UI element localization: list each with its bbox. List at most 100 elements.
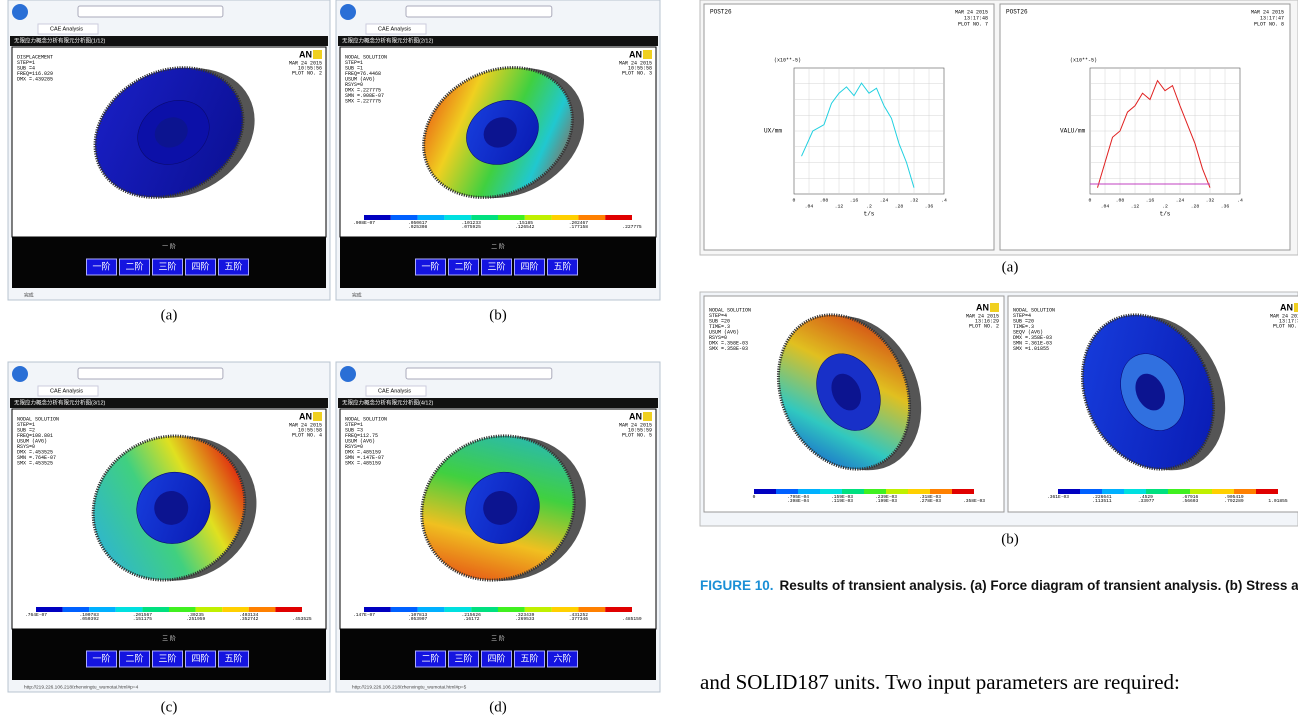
- colorbar-label: .107813: [408, 612, 428, 618]
- colorbar-swatch: [525, 607, 552, 612]
- info-line: SMX =1.01855: [1013, 346, 1049, 352]
- mode-button-label: 二阶: [454, 260, 472, 271]
- status-text: http://219.226.106.218/zhenxingtu_wumota…: [352, 684, 467, 690]
- colorbar-swatch: [196, 607, 223, 612]
- tab-title: CAE Analysis: [50, 26, 83, 32]
- colorbar-swatch: [605, 215, 632, 220]
- ansys-logo-mark: [643, 412, 652, 421]
- mode-button-label: 五阶: [520, 652, 538, 663]
- mode-button-label: 三阶: [454, 652, 472, 663]
- colorbar-label: .361E-03: [1047, 494, 1069, 500]
- address-bar: [406, 368, 552, 379]
- plot-number: PLOT NO. 7: [958, 21, 988, 27]
- mode-label: 三 阶: [162, 635, 176, 643]
- colorbar-swatch: [1102, 489, 1124, 494]
- colorbar-swatch: [498, 607, 525, 612]
- info-line: DMX =.439285: [17, 76, 53, 82]
- colorbar-swatch: [418, 607, 445, 612]
- colorbar-label: 1.01855: [1268, 498, 1288, 504]
- colorbar-swatch: [391, 215, 418, 220]
- plot-panel: [704, 4, 994, 250]
- mode-button-label: 五阶: [224, 260, 242, 271]
- colorbar-swatch: [471, 215, 498, 220]
- colorbar-label: .67916: [1182, 494, 1199, 500]
- axis-scale: (x10**-5): [774, 57, 801, 63]
- app-title: 无限应力概念分析有限元分析图(2/12): [342, 36, 434, 44]
- colorbar-label: .202467: [569, 220, 589, 226]
- mode-button-label: 二阶: [421, 652, 439, 663]
- colorbar-swatch: [820, 489, 842, 494]
- colorbar-label: .403134: [239, 612, 259, 618]
- colorbar-swatch: [525, 215, 552, 220]
- colorbar-swatch: [952, 489, 974, 494]
- subfigure-label: (d): [489, 699, 507, 715]
- caption-text: Results of transient analysis. (a) Force…: [780, 578, 1298, 593]
- x-axis-label: t/s: [864, 211, 875, 218]
- colorbar-swatch: [908, 489, 930, 494]
- colorbar-swatch: [364, 215, 391, 220]
- ansys-logo: AN: [299, 49, 312, 59]
- colorbar-swatch: [1190, 489, 1212, 494]
- y-axis-label: UX/mm: [764, 128, 782, 135]
- colorbar-swatch: [578, 215, 605, 220]
- colorbar-label: .15185: [517, 220, 534, 226]
- mode-label: 三 阶: [491, 635, 505, 643]
- colorbar-swatch: [605, 607, 632, 612]
- colorbar-label: .30235: [187, 612, 204, 618]
- colorbar-label: .100783: [80, 612, 100, 618]
- plot-number: PLOT NO. 8: [1254, 21, 1284, 27]
- plot-number: PLOT NO. 5: [622, 432, 652, 438]
- mode-button-label: 三阶: [158, 260, 176, 271]
- colorbar-label: .358E-03: [963, 498, 985, 504]
- x-tick-label: .04: [805, 203, 814, 209]
- colorbar-label: .323439: [515, 612, 535, 618]
- mode-button-label: 一阶: [92, 260, 110, 271]
- subfigure-label: (b): [1001, 531, 1019, 547]
- browser-logo: [340, 4, 356, 20]
- x-tick-label: .16: [1146, 197, 1155, 203]
- colorbar-label: .239E-03: [875, 494, 897, 500]
- colorbar-swatch: [842, 489, 864, 494]
- ansys-logo-mark: [1294, 303, 1298, 312]
- colorbar-label: .050617: [408, 220, 428, 226]
- browser-logo: [12, 4, 28, 20]
- ansys-logo-mark: [990, 303, 999, 312]
- plot-number: PLOT NO. 2: [969, 323, 999, 329]
- tab-title: CAE Analysis: [378, 26, 411, 32]
- x-tick-label: .2: [1162, 203, 1168, 209]
- colorbar-swatch: [364, 607, 391, 612]
- plot-number: PLOT NO. 3: [622, 70, 652, 76]
- plot-number: PLOT NO. 2: [292, 70, 322, 76]
- mode-button-label: 四阶: [520, 260, 538, 271]
- colorbar-swatch: [418, 215, 445, 220]
- x-tick-label: .08: [820, 197, 829, 203]
- colorbar-label: .4529: [1139, 494, 1153, 500]
- tab-title: CAE Analysis: [378, 388, 411, 394]
- ansys-logo: AN: [976, 302, 989, 312]
- colorbar-swatch: [471, 607, 498, 612]
- tab-title: CAE Analysis: [50, 388, 83, 394]
- y-axis-label: VALU/mm: [1060, 128, 1086, 135]
- mode-button-label: 二阶: [125, 652, 143, 663]
- colorbar-swatch: [222, 607, 249, 612]
- ansys-logo: AN: [629, 49, 642, 59]
- colorbar-label: .795E-04: [787, 494, 809, 500]
- colorbar-swatch: [1124, 489, 1146, 494]
- colorbar-swatch: [116, 607, 143, 612]
- x-tick-label: .4: [1237, 197, 1243, 203]
- colorbar-label: .101233: [462, 220, 482, 226]
- x-tick-label: .32: [1206, 197, 1215, 203]
- x-tick-label: .12: [835, 203, 844, 209]
- colorbar-swatch: [249, 607, 276, 612]
- mode-button-label: 一阶: [421, 260, 439, 271]
- colorbar-swatch: [798, 489, 820, 494]
- subfigure-label: (b): [489, 307, 507, 323]
- colorbar-label: .226641: [1092, 494, 1112, 500]
- colorbar-label: .764E-07: [25, 612, 47, 618]
- info-line: SMX =.227775: [345, 98, 381, 104]
- address-bar: [78, 6, 223, 17]
- x-tick-label: .36: [1221, 203, 1230, 209]
- colorbar-swatch: [552, 607, 579, 612]
- browser-logo: [340, 366, 356, 382]
- mode-button-label: 五阶: [224, 652, 242, 663]
